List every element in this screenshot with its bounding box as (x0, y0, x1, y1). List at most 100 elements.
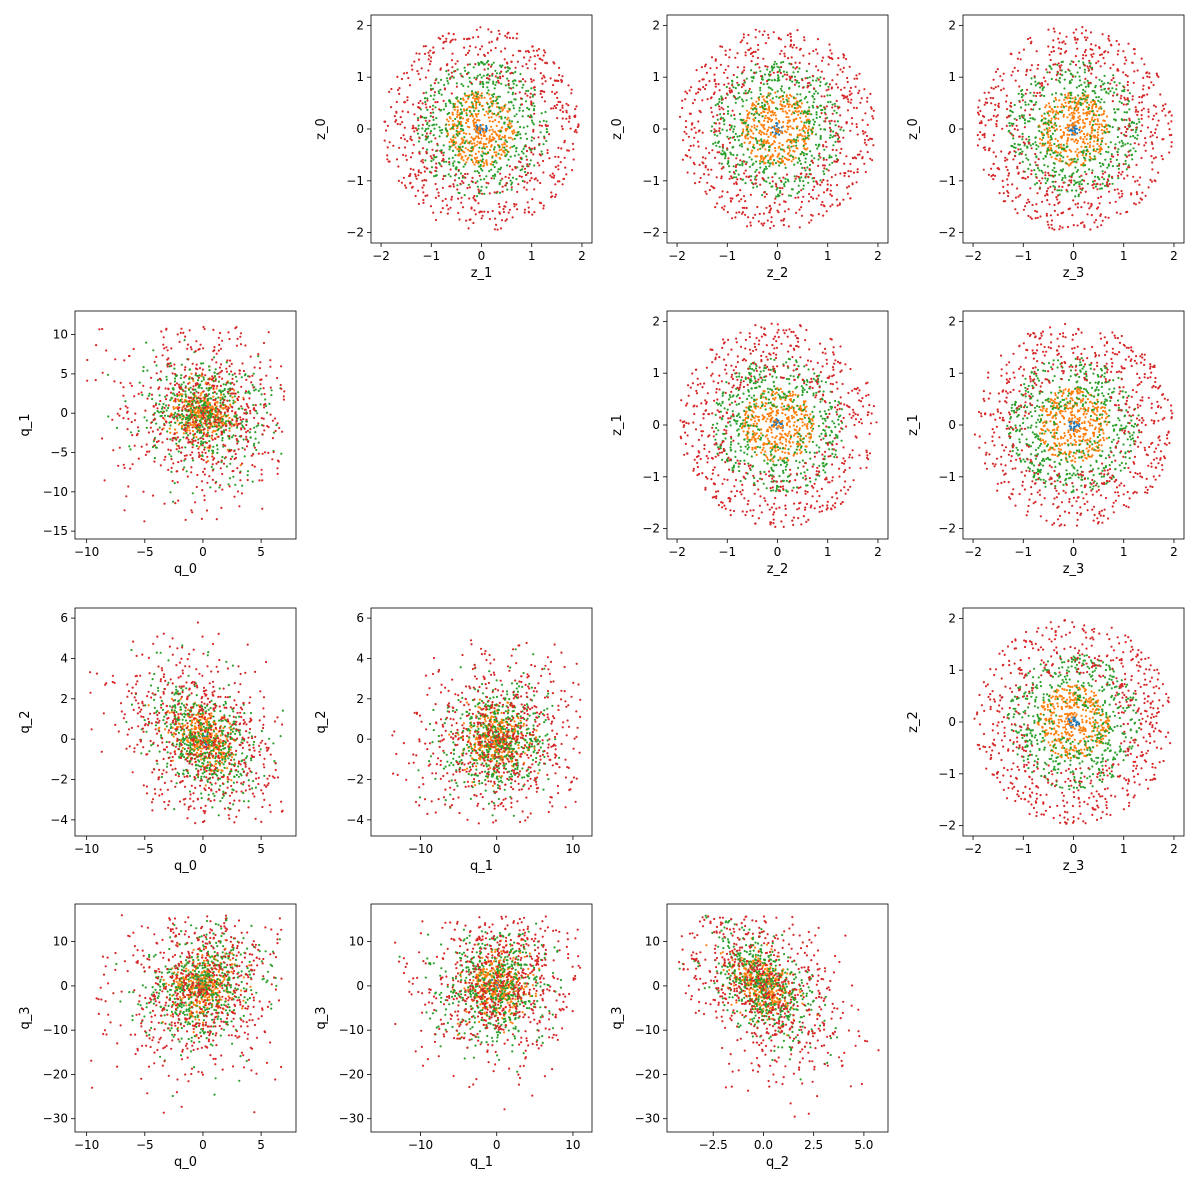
point-series-2 (1115, 158, 1118, 161)
point-series-3 (1046, 193, 1049, 196)
point-series-1 (792, 158, 795, 161)
point-series-2 (1062, 106, 1066, 109)
point-series-3 (698, 180, 701, 184)
point-series-2 (733, 117, 736, 120)
point-series-1 (473, 142, 476, 145)
point-series-3 (855, 74, 858, 77)
point-series-2 (480, 154, 483, 157)
point-series-3 (1102, 56, 1105, 60)
point-series-3 (823, 167, 826, 170)
point-series-3 (513, 202, 516, 206)
point-series-2 (464, 69, 467, 72)
point-series-3 (749, 221, 752, 224)
point-series-2 (1093, 155, 1096, 158)
point-series-3 (855, 123, 858, 126)
point-series-3 (1073, 36, 1076, 39)
point-series-2 (513, 154, 517, 157)
point-series-2 (417, 124, 420, 127)
point-series-1 (474, 125, 477, 129)
point-series-3 (1123, 177, 1126, 180)
point-series-1 (1097, 128, 1100, 131)
point-series-3 (988, 147, 991, 150)
point-series-1 (451, 113, 454, 116)
point-series-3 (424, 194, 427, 197)
point-series-2 (1094, 92, 1097, 95)
point-series-1 (780, 130, 783, 133)
point-series-3 (1135, 108, 1138, 111)
point-series-2 (783, 91, 786, 94)
point-series-3 (869, 92, 872, 95)
point-series-2 (815, 113, 818, 116)
point-series-3 (1131, 98, 1134, 101)
point-series-3 (1099, 85, 1102, 88)
point-series-3 (1090, 214, 1093, 217)
point-series-3 (734, 56, 737, 59)
point-series-3 (420, 67, 423, 70)
point-series-2 (1074, 98, 1077, 101)
point-series-2 (760, 143, 763, 146)
point-series-2 (778, 177, 781, 180)
point-series-3 (793, 83, 797, 86)
point-series-2 (1073, 157, 1076, 160)
point-series-2 (483, 147, 486, 150)
point-series-3 (539, 154, 542, 157)
point-series-3 (1012, 134, 1015, 137)
point-series-3 (487, 28, 490, 31)
point-series-3 (834, 105, 837, 108)
point-series-2 (533, 164, 536, 167)
point-series-2 (1076, 181, 1079, 184)
point-series-3 (552, 107, 555, 110)
point-series-2 (424, 127, 428, 131)
point-series-2 (463, 66, 466, 69)
point-series-3 (506, 32, 509, 35)
point-series-2 (1077, 94, 1080, 97)
point-series-1 (1047, 136, 1050, 139)
point-series-3 (1144, 137, 1147, 140)
point-series-2 (435, 123, 438, 126)
point-series-3 (531, 198, 534, 201)
point-series-3 (401, 121, 404, 124)
point-series-2 (1053, 170, 1056, 173)
point-series-3 (434, 169, 437, 172)
point-series-3 (1119, 97, 1122, 100)
point-series-2 (483, 192, 486, 195)
point-series-2 (730, 126, 733, 129)
point-series-2 (1057, 79, 1060, 82)
point-series-2 (532, 123, 536, 126)
point-series-2 (1121, 89, 1124, 92)
point-series-3 (498, 32, 501, 36)
point-series-2 (493, 87, 496, 90)
point-series-2 (755, 107, 758, 111)
point-series-2 (1133, 136, 1137, 139)
point-series-3 (433, 91, 436, 94)
point-series-2 (497, 168, 500, 171)
point-series-2 (519, 72, 522, 76)
point-series-3 (1117, 49, 1120, 53)
point-series-3 (763, 30, 766, 33)
point-series-2 (1035, 155, 1038, 158)
point-series-2 (731, 79, 734, 82)
point-series-2 (442, 144, 445, 147)
point-series-2 (1050, 149, 1053, 152)
point-series-3 (815, 48, 818, 51)
point-series-1 (1085, 105, 1088, 108)
point-series-2 (750, 175, 753, 178)
point-series-2 (812, 118, 815, 121)
point-series-2 (1114, 111, 1117, 114)
point-series-3 (1049, 185, 1052, 188)
point-series-3 (688, 89, 691, 92)
point-series-2 (491, 93, 494, 97)
point-series-3 (470, 180, 473, 183)
point-series-3 (728, 141, 732, 144)
point-series-2 (768, 146, 771, 149)
point-series-1 (1066, 133, 1069, 136)
point-series-3 (1127, 150, 1130, 153)
point-series-3 (1092, 186, 1095, 190)
point-series-1 (771, 100, 774, 103)
point-series-3 (762, 57, 765, 60)
point-series-3 (736, 52, 739, 55)
point-series-2 (514, 79, 517, 82)
point-series-3 (1000, 89, 1003, 92)
point-series-3 (1136, 179, 1139, 182)
point-series-3 (780, 49, 783, 53)
